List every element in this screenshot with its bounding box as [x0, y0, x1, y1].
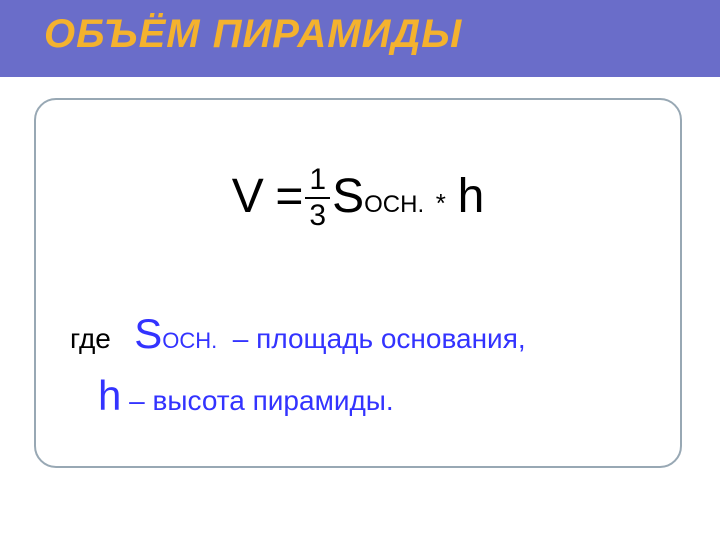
slide: ОБЪЁМ ПИРАМИДЫ V =13SОСН. * h где SОСН. … — [0, 0, 720, 540]
desc-s-sub: ОСН. — [162, 328, 217, 353]
fraction-numerator: 1 — [305, 165, 330, 199]
volume-formula: V =13SОСН. * h — [36, 168, 680, 234]
desc-s-text: площадь основания, — [256, 323, 526, 354]
desc-dash1: – — [233, 323, 249, 354]
content-frame: V =13SОСН. * h где SОСН. – площадь основ… — [34, 98, 682, 468]
formula-fraction: 13 — [305, 165, 330, 231]
formula-description: где SОСН. – площадь основания, h – высот… — [70, 310, 526, 420]
desc-h: h — [98, 372, 121, 419]
formula-s-sub: ОСН. — [364, 191, 424, 218]
desc-dash2: – — [129, 385, 145, 416]
formula-s: S — [332, 170, 364, 223]
header-underline — [0, 74, 720, 77]
formula-h: h — [458, 170, 485, 223]
desc-s: S — [134, 310, 162, 357]
slide-title: ОБЪЁМ ПИРАМИДЫ — [44, 12, 462, 57]
formula-v: V — [232, 170, 264, 223]
desc-where: где — [70, 323, 111, 354]
desc-h-text: высота пирамиды. — [153, 385, 394, 416]
formula-mult: * — [436, 188, 446, 218]
formula-equals: = — [275, 170, 303, 223]
fraction-denominator: 3 — [305, 199, 330, 231]
